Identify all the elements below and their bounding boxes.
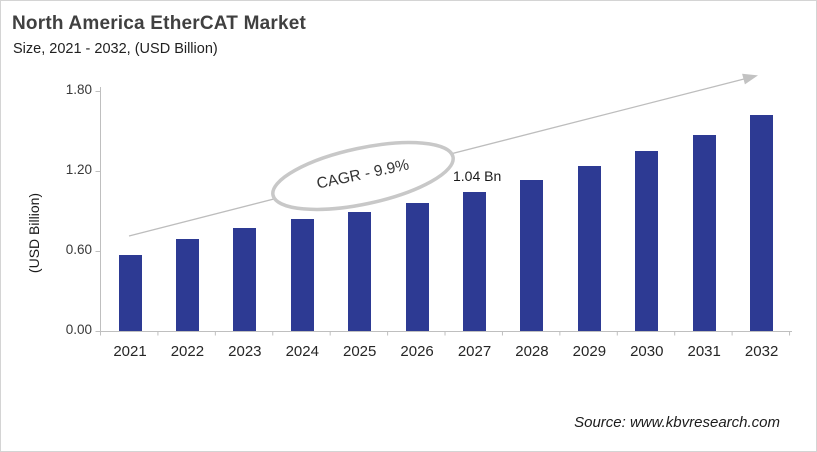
x-axis-tick-label: 2026 — [400, 343, 434, 360]
bar-2021 — [118, 255, 142, 331]
source-text: Source: www.kbvresearch.com — [574, 414, 780, 431]
y-axis-tick-label: 1.20 — [65, 162, 92, 177]
x-axis-tick-label: 2023 — [228, 343, 262, 360]
point-value-label: 1.04 Bn — [453, 168, 502, 184]
x-axis-tick-label: 2021 — [113, 343, 147, 360]
x-axis-tick-label: 2032 — [744, 343, 779, 360]
bar-2032 — [750, 115, 774, 331]
bar-2027 — [463, 192, 487, 331]
bar-2025 — [348, 212, 372, 331]
x-axis-tick-label: 2031 — [687, 343, 721, 360]
x-axis-tick-label: 2024 — [285, 343, 319, 360]
y-axis-tick-label: 1.80 — [65, 82, 92, 97]
x-axis-tick-label: 2025 — [342, 343, 377, 360]
bar-2028 — [520, 180, 544, 331]
x-axis-tick-label: 2022 — [170, 343, 205, 360]
chart-subtitle: Size, 2021 - 2032, (USD Billion) — [13, 41, 218, 57]
chart-title: North America EtherCAT Market — [12, 13, 307, 34]
x-axis-tick-label: 2028 — [515, 343, 549, 360]
bar-2030 — [635, 151, 659, 331]
x-axis-tick-label: 2029 — [572, 343, 607, 360]
bar-2024 — [290, 219, 314, 331]
x-axis-tick-label: 2027 — [457, 343, 492, 360]
bar-2022 — [175, 239, 199, 331]
y-axis-tick-label: 0.00 — [65, 322, 92, 337]
bar-2026 — [405, 203, 429, 331]
bar-2023 — [233, 228, 257, 331]
bar-2031 — [692, 135, 716, 331]
bar-2029 — [577, 166, 601, 331]
x-axis-tick-label: 2030 — [630, 343, 664, 360]
y-axis-tick-label: 0.60 — [65, 242, 92, 257]
